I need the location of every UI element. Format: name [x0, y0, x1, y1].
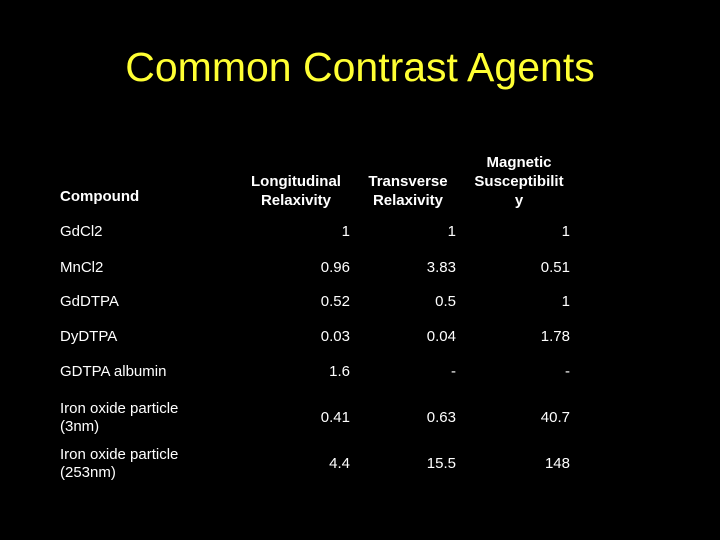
table-value-text: 3.83 [426, 259, 456, 276]
table-value: 15.5 [356, 441, 456, 487]
compound-name: Iron oxide particle (3nm) [60, 395, 196, 441]
compound-name-text: Iron oxide particle (3nm) [60, 400, 179, 435]
column-header: Transverse Relaxivity [358, 130, 458, 210]
table-value: 0.5 [356, 279, 456, 325]
compound-name: DyDTPA [60, 314, 196, 360]
table-value: 0.51 [470, 245, 570, 291]
table-value-text: 0.5 [435, 293, 456, 310]
table-value-text: 0.52 [320, 293, 350, 310]
table-value-text: 0.63 [426, 409, 456, 426]
compound-name-text: GdCl2 [60, 223, 103, 240]
table-value-text: 1.78 [540, 328, 570, 345]
table-value: - [356, 349, 456, 395]
compound-name: GDTPA albumin [60, 349, 196, 395]
compound-name: Iron oxide particle (253nm) [60, 441, 196, 487]
compound-name-text: GDTPA albumin [60, 363, 167, 380]
column-header-text: Longitudinal Relaxivity [251, 173, 341, 209]
slide-title: Common Contrast Agents [125, 44, 595, 90]
column-header: Compound [60, 130, 160, 206]
table-value-text: - [451, 363, 456, 380]
table-value: 1.6 [250, 349, 350, 395]
table-value-text: 0.03 [320, 328, 350, 345]
column-header: Magnetic Susceptibility [471, 130, 567, 210]
table-value: 0.63 [356, 395, 456, 441]
table-value-text: - [565, 363, 570, 380]
table-value-text: 1.6 [329, 363, 350, 380]
table-value-text: 1 [561, 293, 570, 310]
table-value-text: 1 [561, 223, 570, 240]
table-value: 40.7 [470, 395, 570, 441]
table-value-text: 15.5 [426, 455, 456, 472]
compound-name-text: GdDTPA [60, 293, 119, 310]
compound-name: GdDTPA [60, 279, 196, 325]
table-value: 3.83 [356, 245, 456, 291]
column-header-text: Transverse Relaxivity [368, 173, 448, 209]
table-value-text: 40.7 [540, 409, 570, 426]
table-value: 1.78 [470, 314, 570, 360]
table-value: 0.41 [250, 395, 350, 441]
compound-name: MnCl2 [60, 245, 196, 291]
compound-name: GdCl2 [60, 209, 196, 255]
table-value: 0.52 [250, 279, 350, 325]
table-value-text: 0.04 [426, 328, 456, 345]
table-value-text: 0.41 [320, 409, 350, 426]
compound-name-text: DyDTPA [60, 328, 118, 345]
table-value: 0.96 [250, 245, 350, 291]
table-value-text: 0.96 [320, 259, 350, 276]
table-value: 1 [470, 209, 570, 255]
column-header: Longitudinal Relaxivity [246, 130, 346, 210]
table-value: 1 [250, 209, 350, 255]
table-value: 4.4 [250, 441, 350, 487]
table-value: - [470, 349, 570, 395]
compound-name-text: Iron oxide particle (253nm) [60, 446, 179, 481]
column-header-text: Compound [60, 188, 140, 205]
table-value-text: 148 [544, 455, 570, 472]
column-header-text: Magnetic Susceptibility [474, 154, 564, 209]
table-value-text: 0.51 [540, 259, 570, 276]
table-value: 0.03 [250, 314, 350, 360]
table-value-text: 1 [447, 223, 456, 240]
table-value: 148 [470, 441, 570, 487]
table-value: 0.04 [356, 314, 456, 360]
table-value: 1 [356, 209, 456, 255]
compound-name-text: MnCl2 [60, 259, 104, 276]
table-value-text: 4.4 [329, 455, 350, 472]
table-value: 1 [470, 279, 570, 325]
table-value-text: 1 [341, 223, 350, 240]
